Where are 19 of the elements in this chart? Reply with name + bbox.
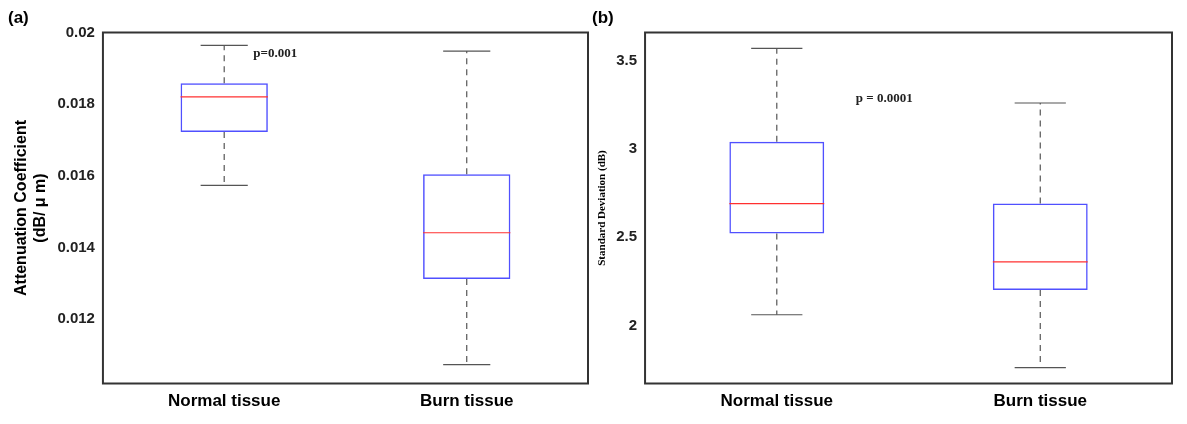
y-tick-label: 3.5 <box>616 50 638 68</box>
x-tick-label: Normal tissue <box>720 391 834 411</box>
y-tick-label: 0.02 <box>65 22 95 40</box>
y-tick-label: 0.014 <box>57 237 96 255</box>
x-tick-label: Burn tissue <box>993 391 1088 411</box>
x-tick-label: Burn tissue <box>419 391 514 411</box>
chart-title: (b) <box>592 7 614 27</box>
annotation: p = 0.0001 <box>855 90 913 106</box>
y-tick-label: 2 <box>628 315 638 333</box>
y-tick-label: 3 <box>628 139 638 157</box>
y-axis-title: Attenuation Coefficient (dB/ μ m) <box>12 119 49 296</box>
x-tick-label: Normal tissue <box>167 391 281 411</box>
chart-title: (a) <box>8 7 29 27</box>
y-tick-label: 0.016 <box>57 165 95 183</box>
y-tick-label: 0.018 <box>57 94 95 112</box>
y-tick-label: 0.012 <box>57 309 95 327</box>
y-tick-label: 2.5 <box>616 227 638 245</box>
annotation: p=0.001 <box>253 44 298 60</box>
y-axis-title: Standard Deviation (dB) <box>595 149 609 266</box>
